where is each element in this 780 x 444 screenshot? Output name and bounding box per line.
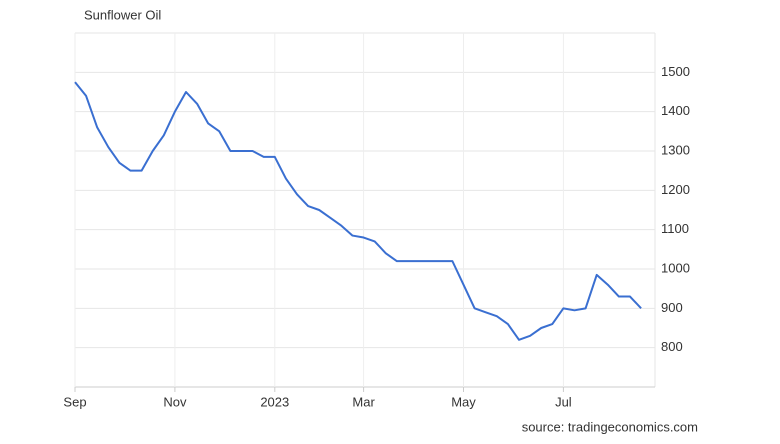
y-tick-label: 900 (661, 300, 683, 315)
y-tick-label: 1000 (661, 260, 690, 275)
x-tick-label: Nov (163, 394, 187, 409)
y-tick-label: 1300 (661, 142, 690, 157)
source: source: tradingeconomics.com (522, 419, 698, 434)
x-tick-label: Sep (63, 394, 86, 409)
y-tick-label: 1400 (661, 103, 690, 118)
y-tick-label: 1100 (661, 221, 689, 236)
chart-title: Sunflower Oil (84, 7, 161, 22)
y-tick-label: 800 (661, 339, 683, 354)
x-tick-label: May (451, 394, 476, 409)
line (74, 81, 642, 341)
x-tick-label: Jul (555, 394, 572, 409)
x-tick-label: Mar (352, 394, 375, 409)
x-tick-label: 2023 (260, 394, 289, 409)
y-tick-label: 1200 (661, 182, 690, 197)
y-tick-label: 1500 (661, 64, 690, 79)
